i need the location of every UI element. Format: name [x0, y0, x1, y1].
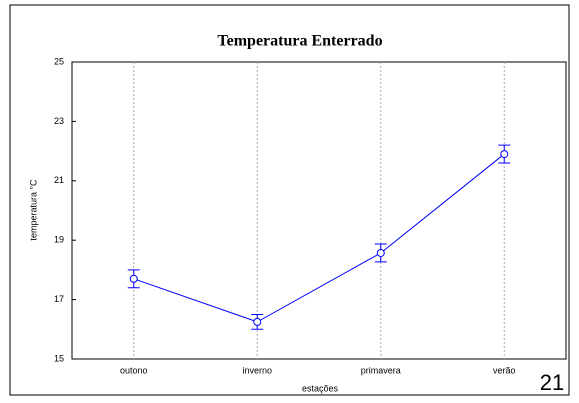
marker	[253, 317, 262, 326]
y-tick-label: 21	[54, 175, 64, 185]
line	[133, 153, 505, 323]
chart-title: Temperatura Enterrado	[217, 33, 382, 50]
marker	[376, 248, 385, 257]
y-tick-label: 23	[54, 116, 64, 126]
x-tick-label: outono	[120, 365, 148, 375]
frame	[9, 4, 570, 396]
y-tick-label: 25	[54, 56, 64, 66]
page-number: 21	[540, 370, 564, 395]
plot-area	[71, 61, 567, 360]
x-tick-label: verão	[493, 365, 516, 375]
y-tick-label: 15	[54, 353, 64, 363]
marker	[129, 274, 138, 283]
x-axis-label: estações	[302, 383, 339, 393]
y-tick-label: 17	[54, 294, 64, 304]
y-axis-label: temperatura °C	[28, 179, 38, 241]
x-tick-label: inverno	[242, 365, 272, 375]
y-tick-label: 19	[54, 235, 64, 245]
marker	[500, 150, 509, 159]
x-tick-label: primavera	[361, 365, 401, 375]
